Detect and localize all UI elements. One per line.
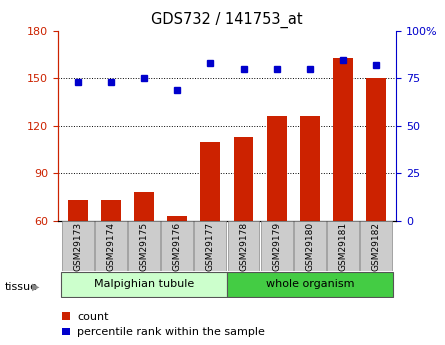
Bar — [128, 221, 160, 271]
Bar — [95, 221, 127, 271]
Bar — [134, 193, 154, 221]
Text: GSM29179: GSM29179 — [272, 222, 281, 272]
Bar — [161, 221, 193, 271]
Bar — [227, 272, 393, 297]
Text: GSM29177: GSM29177 — [206, 222, 215, 272]
Text: GSM29175: GSM29175 — [140, 222, 149, 272]
Bar — [234, 137, 254, 221]
Bar — [194, 221, 227, 271]
Bar — [333, 58, 353, 221]
Text: tissue: tissue — [4, 282, 37, 292]
Text: percentile rank within the sample: percentile rank within the sample — [77, 327, 265, 337]
Text: whole organism: whole organism — [266, 279, 354, 289]
Bar — [294, 221, 326, 271]
Bar — [62, 221, 93, 271]
Text: GSM29176: GSM29176 — [173, 222, 182, 272]
Bar — [267, 117, 287, 221]
Text: GSM29182: GSM29182 — [372, 222, 380, 271]
Text: GSM29173: GSM29173 — [73, 222, 82, 272]
Text: count: count — [77, 312, 109, 322]
Bar — [68, 200, 88, 221]
Bar — [227, 221, 259, 271]
Title: GDS732 / 141753_at: GDS732 / 141753_at — [151, 12, 303, 28]
Text: GSM29180: GSM29180 — [305, 222, 314, 272]
Text: GSM29174: GSM29174 — [106, 222, 115, 271]
Bar — [61, 272, 227, 297]
Bar — [300, 117, 320, 221]
Bar — [101, 200, 121, 221]
Text: ▶: ▶ — [32, 282, 40, 292]
Text: GSM29178: GSM29178 — [239, 222, 248, 272]
Bar — [167, 216, 187, 221]
Bar — [261, 221, 293, 271]
Text: Malpighian tubule: Malpighian tubule — [94, 279, 194, 289]
Bar — [366, 79, 386, 221]
Bar — [360, 221, 392, 271]
Text: GSM29181: GSM29181 — [339, 222, 348, 272]
Bar — [200, 142, 220, 221]
Bar — [327, 221, 359, 271]
